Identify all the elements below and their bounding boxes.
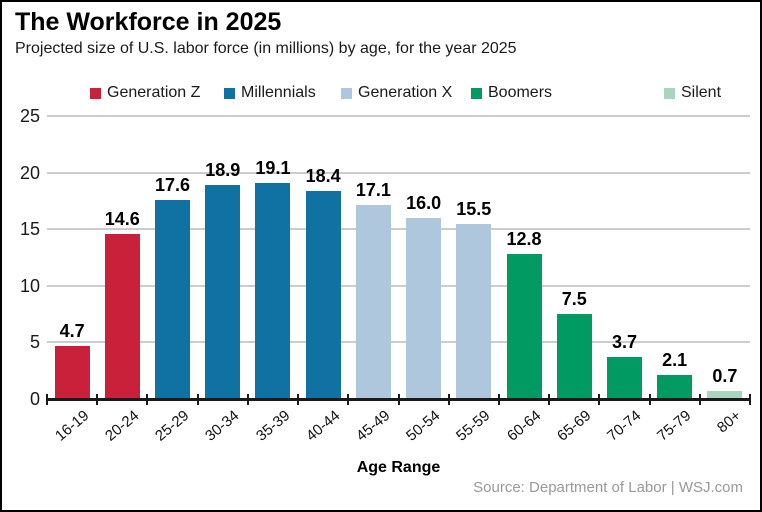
x-axis-tick xyxy=(548,394,551,405)
bar-value-label: 4.7 xyxy=(59,320,85,341)
legend-label: Generation X xyxy=(358,84,453,101)
bar-75-79 xyxy=(657,375,693,399)
x-axis-tick xyxy=(598,394,601,405)
bar-30-34 xyxy=(205,185,241,399)
x-axis-tick xyxy=(146,394,149,405)
x-tick-label-text: 70-74 xyxy=(604,407,645,445)
x-tick-label-text: 75-79 xyxy=(654,407,695,445)
gridline xyxy=(47,284,750,287)
bar-value-label: 19.1 xyxy=(255,157,291,178)
legend-item-generation-x: Generation X xyxy=(341,84,452,102)
bar-55-59 xyxy=(456,223,492,399)
legend-swatch-icon xyxy=(664,87,675,99)
y-tick-label: 15 xyxy=(19,219,40,240)
x-tick-label-text: 80+ xyxy=(714,407,745,437)
gridline xyxy=(47,228,750,231)
x-axis-tick xyxy=(347,394,350,405)
x-tick-label-text: 45-49 xyxy=(352,407,394,445)
bar-value-label: 15.5 xyxy=(456,198,492,219)
bar-value-label: 3.7 xyxy=(611,332,637,353)
chart-legend: Generation Z Millennials Generation X Boome… xyxy=(2,84,760,106)
gridline xyxy=(47,341,750,344)
bar-value-label: 17.6 xyxy=(155,174,191,195)
legend-item-millennials: Millennials xyxy=(224,84,316,102)
x-axis-tick xyxy=(196,394,199,405)
x-tick-label-text: 50-54 xyxy=(403,407,444,445)
x-axis-tick xyxy=(447,394,450,405)
x-axis-title: Age Range xyxy=(356,459,441,476)
x-axis-tick xyxy=(698,394,701,405)
bar-value-label: 14.6 xyxy=(104,208,140,229)
x-axis-tick xyxy=(397,394,400,405)
legend-swatch-icon xyxy=(90,87,101,99)
bar-80+ xyxy=(707,391,743,399)
y-tick-label: 0 xyxy=(29,389,40,409)
legend-label: Silent xyxy=(681,84,722,101)
page-subtitle: Projected size of U.S. labor force (in m… xyxy=(15,40,517,57)
legend-swatch-icon xyxy=(471,87,482,99)
x-axis-tick xyxy=(497,394,500,405)
x-tick-label-text: 16-19 xyxy=(51,407,93,445)
bar-value-label: 18.9 xyxy=(205,160,241,181)
y-tick-label: 10 xyxy=(19,275,40,296)
x-tick-label-text: 40-44 xyxy=(302,407,344,445)
x-tick-label-text: 25-29 xyxy=(152,407,193,445)
x-axis-tick xyxy=(648,394,651,405)
source-credit: Source: Department of Labor | WSJ.com xyxy=(473,479,743,496)
x-axis-tick xyxy=(46,394,48,405)
plot-area: 4.7 14.6 17.6 18.9 19.1 18.4 17.1 16.0 15.5 12.8 7… xyxy=(47,115,750,399)
legend-item-silent: Silent xyxy=(664,84,721,102)
bar-16-19 xyxy=(54,345,90,399)
x-tick-label-text: 35-39 xyxy=(252,407,293,445)
bar-25-29 xyxy=(155,199,191,399)
legend-swatch-icon xyxy=(224,87,235,99)
x-tick-label-text: 30-34 xyxy=(202,407,243,445)
bar-value-label: 16.0 xyxy=(406,192,442,213)
bar-value-label: 2.1 xyxy=(662,350,688,371)
bar-value-label: 12.8 xyxy=(506,229,542,250)
x-tick-label-text: 60-64 xyxy=(503,407,544,445)
x-tick-label-text: 55-59 xyxy=(453,407,494,445)
x-axis-tick xyxy=(96,394,99,405)
legend-label: Boomers xyxy=(488,84,553,101)
bar-value-label: 7.5 xyxy=(561,289,587,310)
page-title: The Workforce in 2025 xyxy=(15,8,282,36)
bar-60-64 xyxy=(506,254,542,399)
y-tick-label: 5 xyxy=(29,332,40,353)
bar-65-69 xyxy=(556,314,592,399)
bar-45-49 xyxy=(355,205,391,399)
x-axis-tick xyxy=(297,394,300,405)
bar-value-label: 0.7 xyxy=(712,366,738,387)
bar-35-39 xyxy=(255,182,291,399)
legend-item-boomers: Boomers xyxy=(471,84,552,102)
legend-label: Millennials xyxy=(241,84,316,101)
bar-40-44 xyxy=(305,190,341,399)
legend-swatch-icon xyxy=(341,87,352,99)
x-tick-label-text: 65-69 xyxy=(553,407,595,445)
gridline xyxy=(47,115,750,117)
x-axis-tick xyxy=(749,394,751,405)
bar-value-label: 17.1 xyxy=(355,180,391,201)
bar-70-74 xyxy=(606,357,642,399)
x-tick-label-text: 20-24 xyxy=(101,407,143,445)
y-tick-label: 20 xyxy=(19,162,40,183)
x-axis-tick xyxy=(246,394,249,405)
bar-20-24 xyxy=(104,233,140,399)
legend-item-generation-z: Generation Z xyxy=(90,84,200,102)
bar-value-label: 18.4 xyxy=(305,165,341,186)
legend-label: Generation Z xyxy=(107,84,201,101)
gridline xyxy=(47,171,750,174)
y-tick-label: 25 xyxy=(19,106,40,126)
bar-50-54 xyxy=(406,217,442,399)
